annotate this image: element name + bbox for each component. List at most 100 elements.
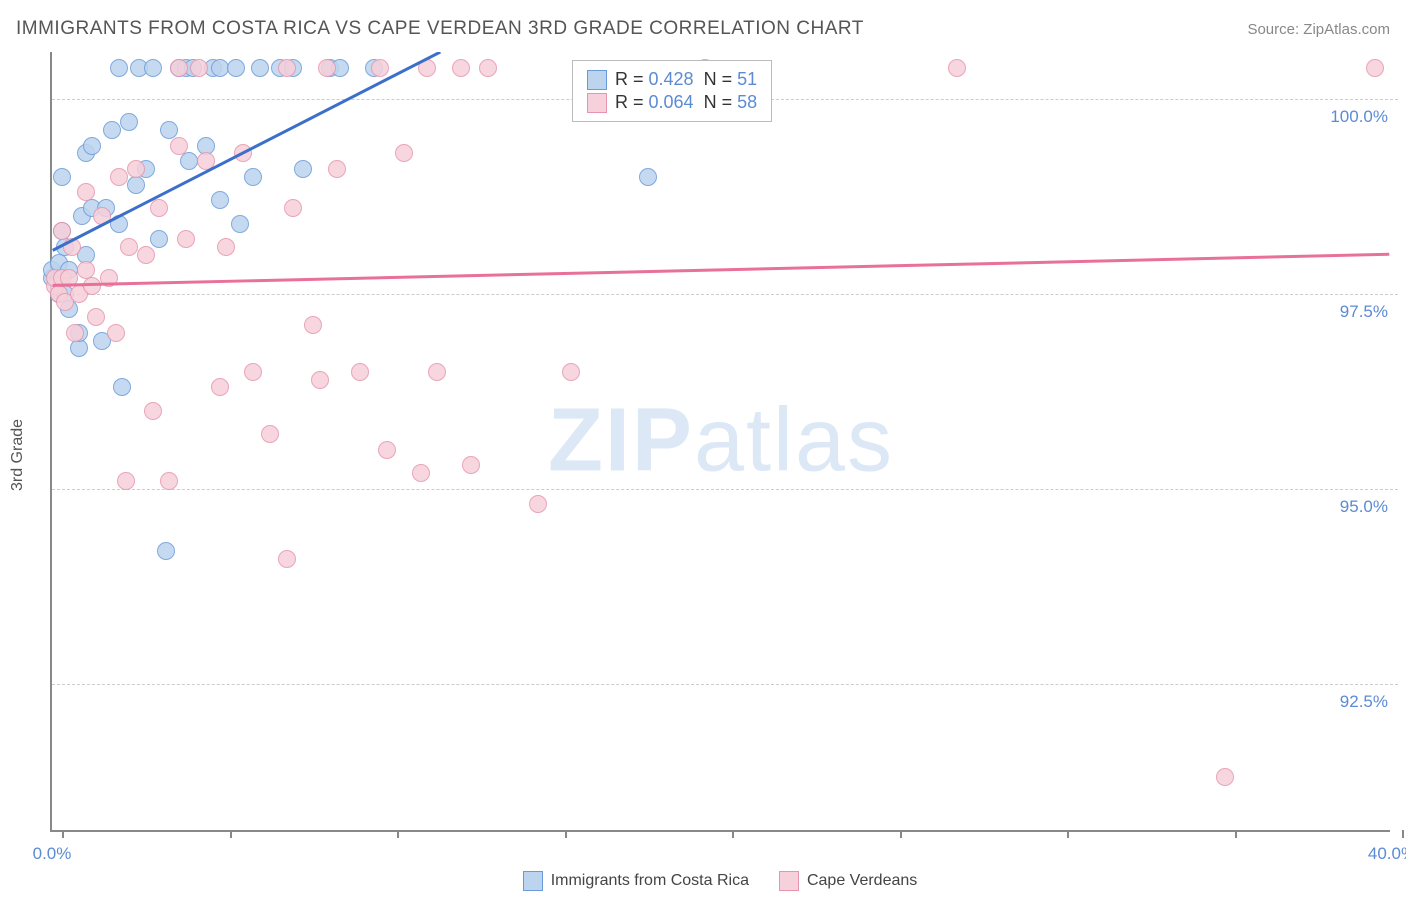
legend-swatch xyxy=(587,70,607,90)
data-point xyxy=(110,168,128,186)
data-point xyxy=(93,207,111,225)
legend-stat-text: R = 0.064 N = 58 xyxy=(615,92,757,113)
legend-label: Immigrants from Costa Rica xyxy=(551,872,749,890)
legend-swatch xyxy=(779,871,799,891)
x-tick-mark xyxy=(1402,830,1404,838)
legend-swatch xyxy=(523,871,543,891)
data-point xyxy=(278,59,296,77)
data-point xyxy=(227,59,245,77)
data-point xyxy=(150,230,168,248)
x-tick-mark xyxy=(900,830,902,838)
data-point xyxy=(190,59,208,77)
legend-stats: R = 0.428 N = 51R = 0.064 N = 58 xyxy=(572,60,772,122)
data-point xyxy=(284,199,302,217)
x-tick-mark xyxy=(397,830,399,838)
data-point xyxy=(378,441,396,459)
y-tick-label: 92.5% xyxy=(1336,692,1392,712)
data-point xyxy=(211,59,229,77)
data-point xyxy=(639,168,657,186)
data-point xyxy=(251,59,269,77)
legend-bottom: Immigrants from Costa Rica Cape Verdeans xyxy=(50,840,1390,922)
data-point xyxy=(562,363,580,381)
data-point xyxy=(157,542,175,560)
data-point xyxy=(100,269,118,287)
data-point xyxy=(1216,768,1234,786)
data-point xyxy=(137,246,155,264)
data-point xyxy=(428,363,446,381)
data-point xyxy=(117,472,135,490)
y-tick-label: 97.5% xyxy=(1336,302,1392,322)
gridline xyxy=(52,294,1398,295)
y-tick-label: 95.0% xyxy=(1336,497,1392,517)
data-point xyxy=(110,59,128,77)
data-point xyxy=(177,230,195,248)
data-point xyxy=(278,550,296,568)
data-point xyxy=(160,472,178,490)
data-point xyxy=(70,339,88,357)
legend-stat-text: R = 0.428 N = 51 xyxy=(615,69,757,90)
data-point xyxy=(127,176,145,194)
data-point xyxy=(63,238,81,256)
legend-item: Cape Verdeans xyxy=(779,871,917,891)
gridline xyxy=(52,684,1398,685)
data-point xyxy=(412,464,430,482)
data-point xyxy=(452,59,470,77)
data-point xyxy=(371,59,389,77)
data-point xyxy=(311,371,329,389)
watermark: ZIPatlas xyxy=(548,390,894,493)
data-point xyxy=(351,363,369,381)
data-point xyxy=(211,378,229,396)
y-tick-label: 100.0% xyxy=(1326,107,1392,127)
data-point xyxy=(53,168,71,186)
data-point xyxy=(294,160,312,178)
data-point xyxy=(197,152,215,170)
data-point xyxy=(107,324,125,342)
data-point xyxy=(304,316,322,334)
data-point xyxy=(1366,59,1384,77)
plot-area: ZIPatlas R = 0.428 N = 51R = 0.064 N = 5… xyxy=(50,52,1390,832)
data-point xyxy=(66,324,84,342)
data-point xyxy=(127,160,145,178)
trendline xyxy=(53,254,1390,285)
x-tick-mark xyxy=(732,830,734,838)
legend-item: Immigrants from Costa Rica xyxy=(523,871,749,891)
x-tick-mark xyxy=(1235,830,1237,838)
data-point xyxy=(529,495,547,513)
data-point xyxy=(170,137,188,155)
data-point xyxy=(261,425,279,443)
data-point xyxy=(318,59,336,77)
chart-title: IMMIGRANTS FROM COSTA RICA VS CAPE VERDE… xyxy=(16,18,864,40)
data-point xyxy=(180,152,198,170)
data-point xyxy=(120,238,138,256)
data-point xyxy=(418,59,436,77)
data-point xyxy=(948,59,966,77)
legend-stat-row: R = 0.064 N = 58 xyxy=(587,92,757,113)
data-point xyxy=(231,215,249,233)
legend-swatch xyxy=(587,93,607,113)
data-point xyxy=(83,277,101,295)
data-point xyxy=(144,59,162,77)
data-point xyxy=(120,113,138,131)
y-axis-label: 3rd Grade xyxy=(9,419,27,491)
data-point xyxy=(83,137,101,155)
data-point xyxy=(462,456,480,474)
data-point xyxy=(103,121,121,139)
data-point xyxy=(217,238,235,256)
data-point xyxy=(110,215,128,233)
data-point xyxy=(113,378,131,396)
x-tick-mark xyxy=(62,830,64,838)
data-point xyxy=(77,183,95,201)
data-point xyxy=(395,144,413,162)
data-point xyxy=(479,59,497,77)
data-point xyxy=(144,402,162,420)
x-tick-mark xyxy=(1067,830,1069,838)
data-point xyxy=(211,191,229,209)
data-point xyxy=(328,160,346,178)
data-point xyxy=(150,199,168,217)
x-tick-mark xyxy=(230,830,232,838)
data-point xyxy=(87,308,105,326)
legend-stat-row: R = 0.428 N = 51 xyxy=(587,69,757,90)
source-attribution: Source: ZipAtlas.com xyxy=(1247,21,1390,38)
data-point xyxy=(170,59,188,77)
legend-label: Cape Verdeans xyxy=(807,872,917,890)
